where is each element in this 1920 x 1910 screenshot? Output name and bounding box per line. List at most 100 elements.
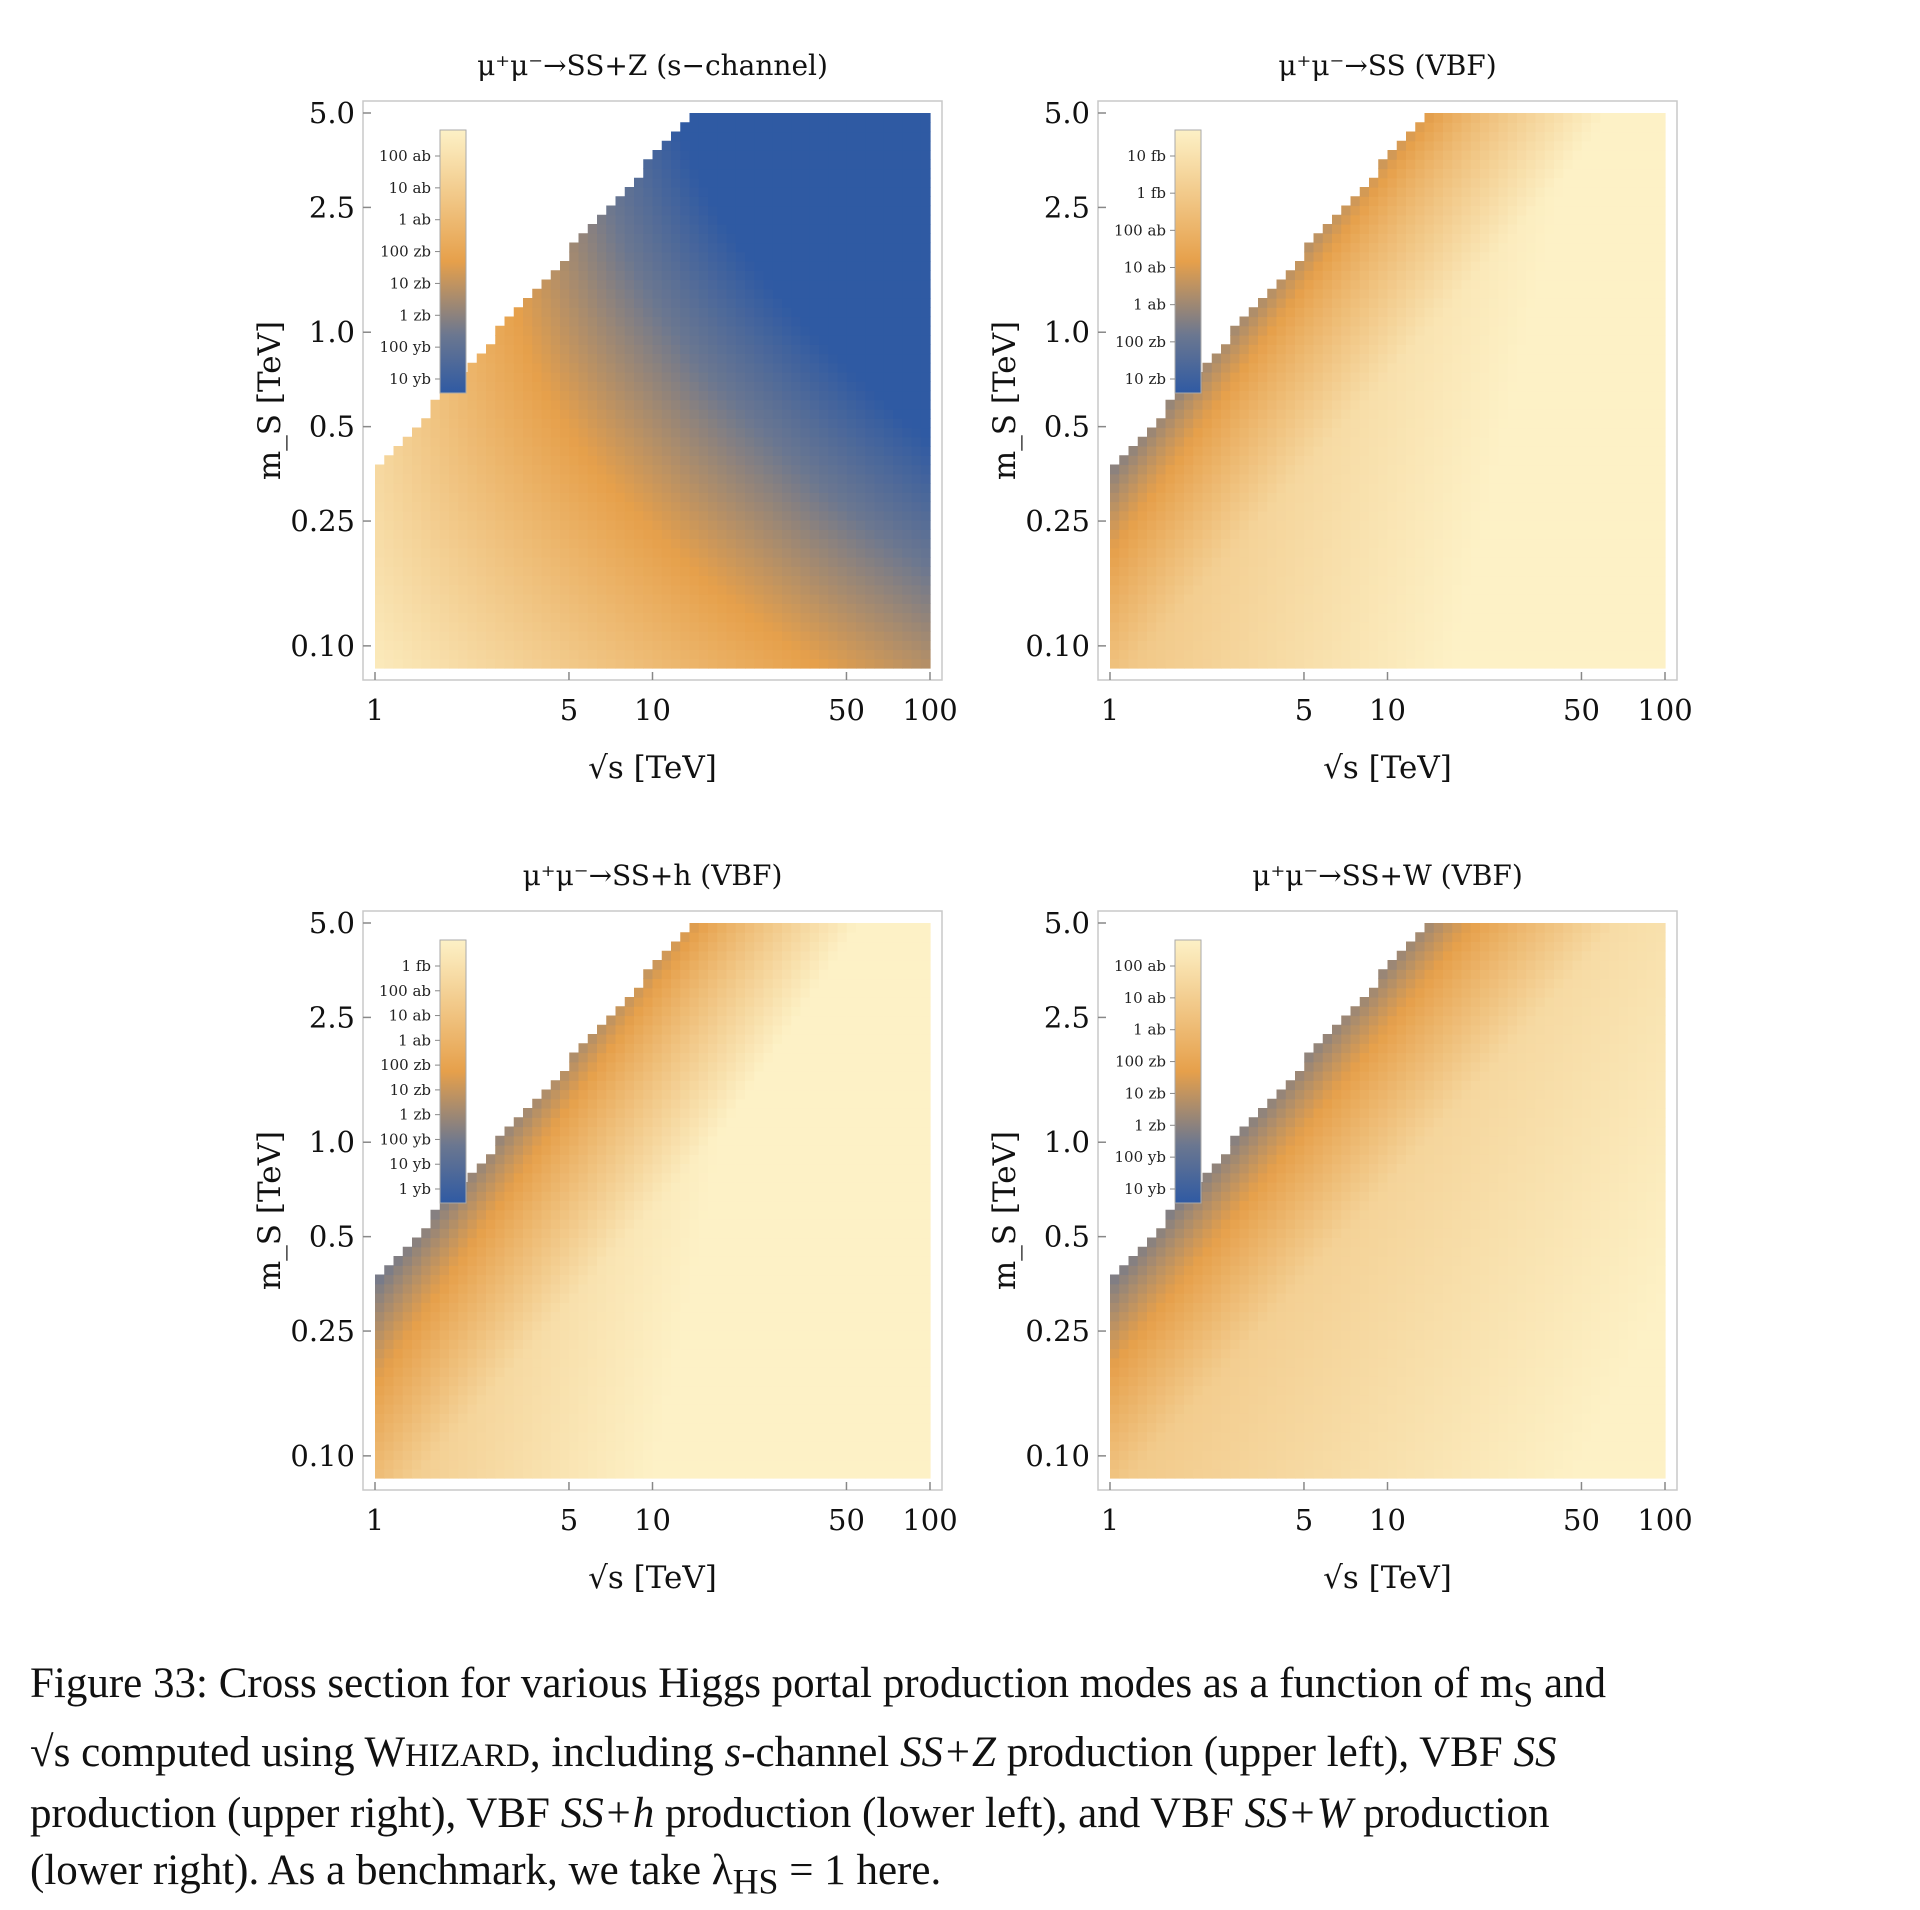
heatmap-cell xyxy=(791,409,801,419)
heatmap-cell xyxy=(690,594,700,604)
heatmap-cell xyxy=(1471,548,1481,558)
heatmap-cell xyxy=(921,344,931,354)
heatmap-cell xyxy=(671,557,681,567)
heatmap-cell xyxy=(412,557,422,567)
heatmap-cell xyxy=(616,233,626,243)
heatmap-cell xyxy=(542,372,552,382)
heatmap-cell xyxy=(671,150,681,160)
heatmap-cell xyxy=(847,280,857,290)
heatmap-cell xyxy=(1193,492,1203,502)
heatmap-cell xyxy=(791,492,801,502)
heatmap-cell xyxy=(810,196,820,206)
heatmap-cell xyxy=(1517,557,1527,567)
heatmap-cell xyxy=(838,224,848,234)
heatmap-cell xyxy=(699,243,709,253)
heatmap-cell xyxy=(1517,455,1527,465)
heatmap-cell xyxy=(782,215,792,225)
heatmap-cell xyxy=(1175,529,1185,539)
heatmap-cell xyxy=(680,529,690,539)
heatmap-cell xyxy=(588,335,598,345)
heatmap-cell xyxy=(1462,603,1472,613)
heatmap-cell xyxy=(1351,446,1361,456)
heatmap-cell xyxy=(727,520,737,530)
heatmap-cell xyxy=(1221,502,1231,512)
heatmap-cell xyxy=(708,289,718,299)
heatmap-cell xyxy=(1462,548,1472,558)
heatmap-cell xyxy=(838,474,848,484)
heatmap-cell xyxy=(532,659,542,669)
heatmap-cell xyxy=(856,437,866,447)
heatmap-cell xyxy=(1341,437,1351,447)
heatmap-cell xyxy=(1388,465,1398,475)
heatmap-cell xyxy=(1277,391,1287,401)
heatmap-cell xyxy=(754,585,764,595)
heatmap-cell xyxy=(1129,455,1139,465)
heatmap-cell xyxy=(431,483,441,493)
heatmap-cell xyxy=(875,455,885,465)
heatmap-cell xyxy=(708,548,718,558)
heatmap-cell xyxy=(514,446,524,456)
heatmap-cell xyxy=(745,132,755,142)
heatmap-cell xyxy=(717,585,727,595)
heatmap-cell xyxy=(1249,455,1259,465)
heatmap-cell xyxy=(569,566,579,576)
heatmap-cell xyxy=(1332,539,1342,549)
heatmap-cell xyxy=(745,539,755,549)
heatmap-cell xyxy=(1332,557,1342,567)
heatmap-cell xyxy=(1508,206,1518,216)
heatmap-cell xyxy=(1406,446,1416,456)
heatmap-cell xyxy=(708,187,718,197)
heatmap-cell xyxy=(875,492,885,502)
heatmap-cell xyxy=(773,132,783,142)
heatmap-cell xyxy=(690,270,700,280)
heatmap-cell xyxy=(588,520,598,530)
heatmap-cell xyxy=(1508,446,1518,456)
heatmap-cell xyxy=(1184,520,1194,530)
heatmap-cell xyxy=(431,576,441,586)
heatmap-cell xyxy=(477,650,487,660)
heatmap-cell xyxy=(1425,640,1435,650)
heatmap-cell xyxy=(1360,335,1370,345)
heatmap-cell xyxy=(523,650,533,660)
heatmap-cell xyxy=(431,585,441,595)
heatmap-cell xyxy=(819,566,829,576)
heatmap-cell xyxy=(680,326,690,336)
heatmap-cell xyxy=(1332,437,1342,447)
heatmap-cell xyxy=(1397,548,1407,558)
heatmap-cell xyxy=(1388,603,1398,613)
heatmap-cell xyxy=(1434,483,1444,493)
heatmap-cell xyxy=(1480,243,1490,253)
y-tick-label: 5.0 xyxy=(309,96,355,130)
heatmap-cell xyxy=(588,252,598,262)
heatmap-cell xyxy=(1258,465,1268,475)
heatmap-cell xyxy=(560,326,570,336)
heatmap-cell xyxy=(1388,428,1398,438)
heatmap-cell xyxy=(727,631,737,641)
heatmap-cell xyxy=(865,613,875,623)
heatmap-cell xyxy=(1332,622,1342,632)
heatmap-cell xyxy=(643,483,653,493)
heatmap-cell xyxy=(856,418,866,428)
heatmap-cell xyxy=(662,381,672,391)
heatmap-cell xyxy=(597,511,607,521)
heatmap-cell xyxy=(1203,428,1213,438)
heatmap-cell xyxy=(1397,381,1407,391)
heatmap-cell xyxy=(1397,178,1407,188)
heatmap-cell xyxy=(782,381,792,391)
heatmap-cell xyxy=(699,326,709,336)
heatmap-cell xyxy=(1304,243,1314,253)
heatmap-cell xyxy=(597,502,607,512)
heatmap-cell xyxy=(884,206,894,216)
heatmap-cell xyxy=(717,326,727,336)
heatmap-cell xyxy=(1369,650,1379,660)
heatmap-cell xyxy=(1360,511,1370,521)
heatmap-cell xyxy=(1397,344,1407,354)
heatmap-cell xyxy=(671,594,681,604)
heatmap-cell xyxy=(1452,187,1462,197)
heatmap-cell xyxy=(1508,566,1518,576)
heatmap-cell xyxy=(1230,428,1240,438)
heatmap-cell xyxy=(847,465,857,475)
heatmap-cell xyxy=(1286,307,1296,317)
heatmap-cell xyxy=(1369,548,1379,558)
heatmap-cell xyxy=(1443,613,1453,623)
